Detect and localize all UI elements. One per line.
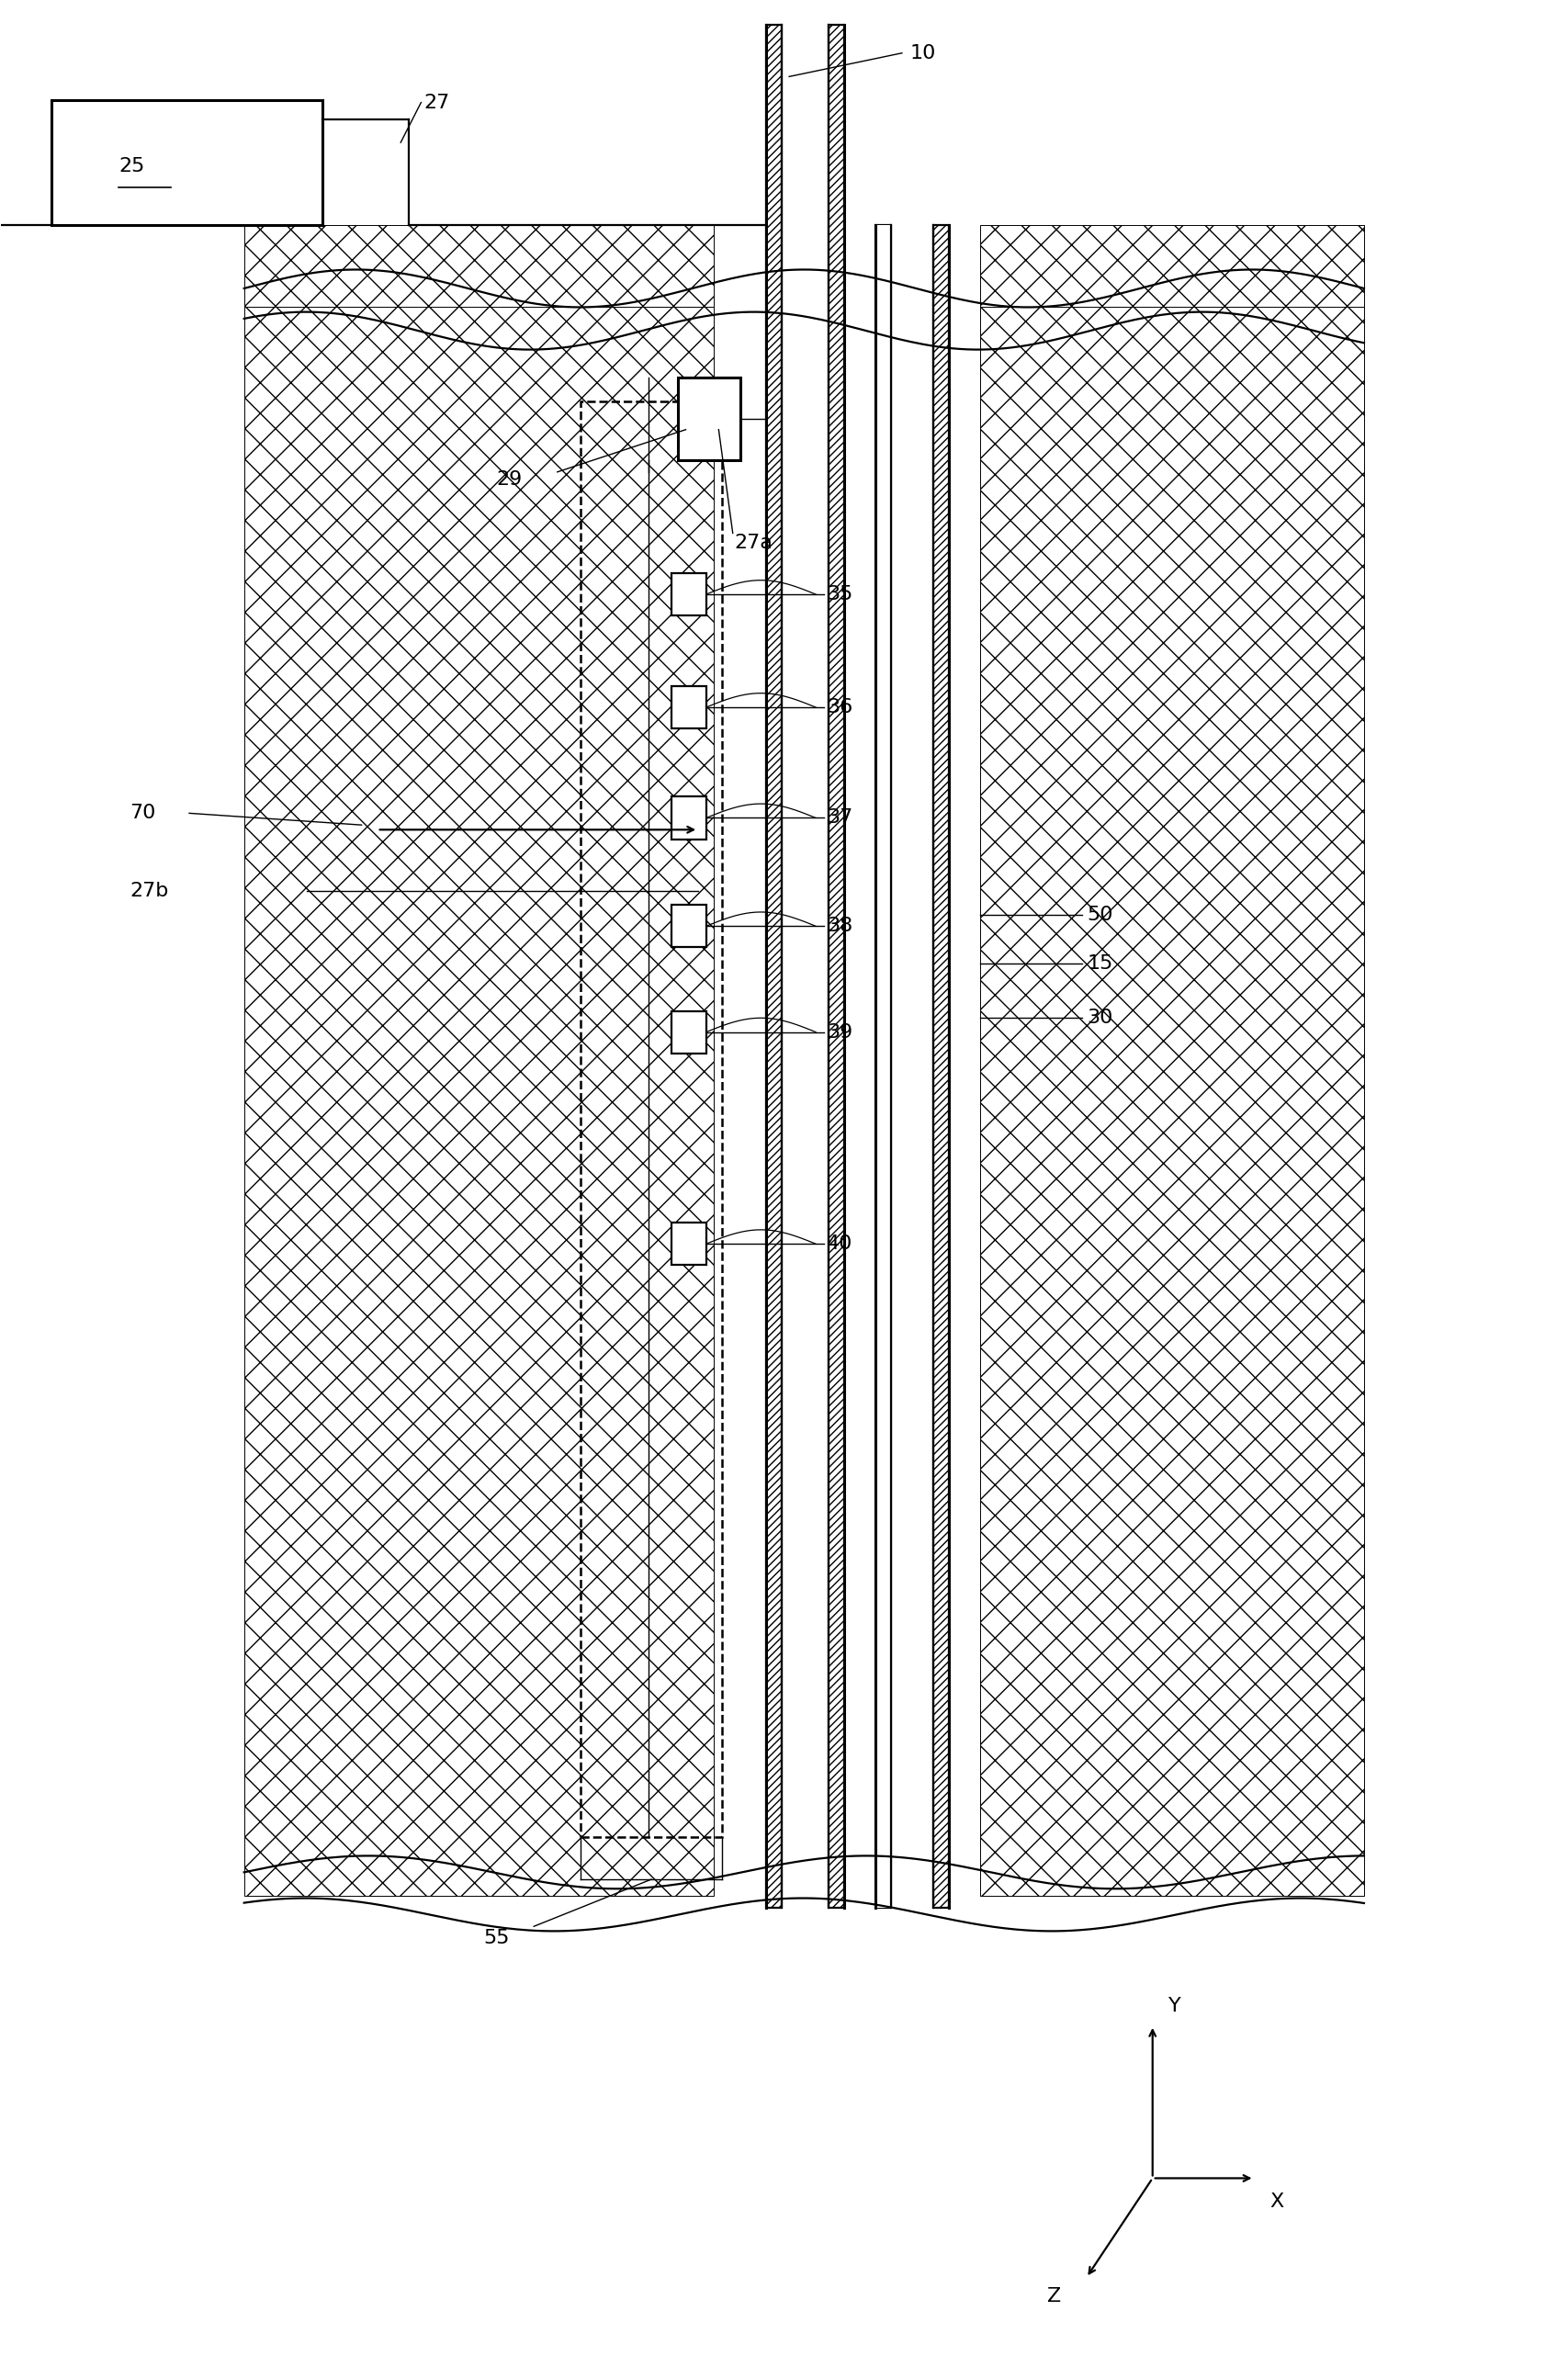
Bar	[844, 224, 875, 1908]
Text: X: X	[1269, 2193, 1283, 2210]
Text: 38: 38	[826, 916, 851, 935]
Bar	[52, 99, 321, 224]
Bar	[765, 224, 891, 1908]
Text: 39: 39	[826, 1023, 851, 1041]
Bar	[671, 796, 706, 839]
Bar	[875, 224, 891, 1908]
Text: 40: 40	[826, 1235, 853, 1253]
Bar	[844, 224, 875, 1908]
Text: 27: 27	[423, 94, 450, 111]
Text: Y: Y	[1168, 1998, 1181, 2017]
Text: 27a: 27a	[734, 532, 773, 551]
Polygon shape	[245, 306, 713, 1897]
Polygon shape	[980, 306, 1363, 1897]
Text: 37: 37	[826, 808, 851, 827]
Bar	[677, 377, 740, 459]
Text: 50: 50	[1087, 905, 1112, 924]
Polygon shape	[245, 224, 713, 306]
Bar	[671, 1011, 706, 1053]
Bar	[781, 26, 828, 1908]
Bar	[580, 401, 721, 1838]
Text: 55: 55	[483, 1930, 510, 1948]
Text: 35: 35	[826, 584, 853, 603]
Text: 15: 15	[1087, 954, 1112, 973]
Text: 29: 29	[495, 469, 522, 488]
Bar	[671, 573, 706, 615]
Bar	[671, 686, 706, 728]
Bar	[933, 224, 949, 1908]
Text: 25: 25	[119, 158, 144, 174]
Text: 10: 10	[909, 45, 935, 61]
Bar	[671, 905, 706, 947]
Text: 36: 36	[826, 697, 851, 716]
Text: Z: Z	[1046, 2288, 1060, 2307]
Bar	[828, 26, 844, 1908]
Bar	[765, 224, 891, 1908]
Bar	[765, 26, 781, 1908]
Text: 30: 30	[1087, 1008, 1112, 1027]
Text: 27b: 27b	[130, 881, 168, 900]
Polygon shape	[980, 224, 1363, 306]
Bar	[671, 1223, 706, 1265]
Text: 70: 70	[130, 803, 155, 822]
